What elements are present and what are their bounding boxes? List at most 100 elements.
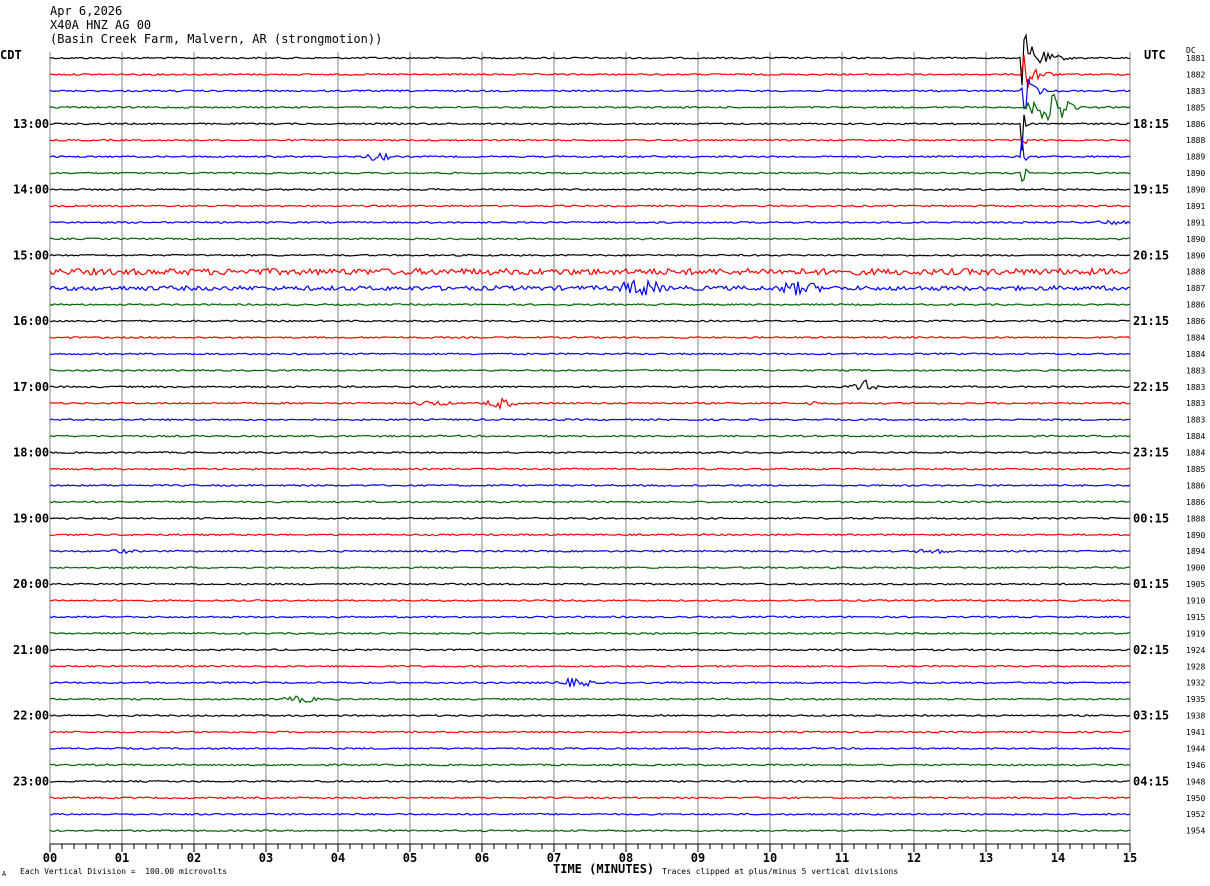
trace-black bbox=[49, 379, 1131, 391]
x-tick-label: 06 bbox=[475, 851, 489, 865]
trace-blue bbox=[49, 352, 1131, 356]
right-hour-label: 02:15 bbox=[1133, 643, 1169, 657]
dc-value: 1884 bbox=[1186, 350, 1205, 359]
trace-black bbox=[49, 582, 1131, 586]
dc-value: 1910 bbox=[1186, 597, 1205, 606]
x-tick-label: 05 bbox=[403, 851, 417, 865]
x-tick-label: 07 bbox=[547, 851, 561, 865]
right-hour-label: 23:15 bbox=[1133, 446, 1169, 460]
dc-value: 1890 bbox=[1186, 251, 1205, 260]
dc-value: 1886 bbox=[1186, 498, 1205, 507]
left-timezone-label: CDT bbox=[0, 48, 22, 62]
corner-mark: A bbox=[2, 870, 7, 878]
dc-value: 1887 bbox=[1186, 284, 1205, 293]
trace-green bbox=[49, 829, 1131, 833]
dc-value: 1886 bbox=[1186, 481, 1205, 490]
trace-black bbox=[49, 253, 1131, 257]
dc-value: 1919 bbox=[1186, 629, 1205, 638]
x-tick-label: 10 bbox=[763, 851, 777, 865]
trace-blue bbox=[49, 676, 1131, 688]
trace-green bbox=[49, 434, 1131, 438]
trace-blue bbox=[49, 483, 1131, 487]
trace-red bbox=[49, 138, 1131, 145]
left-hour-label: 23:00 bbox=[13, 774, 49, 788]
x-tick-label: 12 bbox=[907, 851, 921, 865]
trace-blue bbox=[49, 812, 1131, 816]
dc-value: 1885 bbox=[1186, 465, 1205, 474]
trace-blue bbox=[49, 746, 1131, 750]
right-hour-label: 22:15 bbox=[1133, 380, 1169, 394]
trace-blue bbox=[49, 548, 1131, 555]
left-hour-label: 20:00 bbox=[13, 577, 49, 591]
trace-red bbox=[49, 335, 1131, 340]
trace-green bbox=[49, 566, 1131, 570]
dc-value: 1928 bbox=[1186, 662, 1205, 671]
trace-black bbox=[49, 319, 1131, 323]
x-tick-label: 13 bbox=[979, 851, 993, 865]
trace-green bbox=[49, 631, 1131, 635]
right-hour-label: 18:15 bbox=[1133, 117, 1169, 131]
right-hour-label: 01:15 bbox=[1133, 577, 1169, 591]
trace-black bbox=[49, 516, 1131, 520]
dc-value: 1938 bbox=[1186, 712, 1205, 721]
clip-note: Traces clipped at plus/minus 5 vertical … bbox=[662, 867, 899, 876]
dc-value: 1888 bbox=[1186, 514, 1205, 523]
left-hour-label: 14:00 bbox=[13, 183, 49, 197]
header-date: Apr 6,2026 bbox=[50, 4, 123, 18]
trace-black bbox=[49, 187, 1131, 192]
dc-value: 1948 bbox=[1186, 777, 1205, 786]
left-hour-label: 16:00 bbox=[13, 314, 49, 328]
dc-value: 1891 bbox=[1186, 202, 1205, 211]
trace-black bbox=[49, 714, 1131, 718]
x-tick-label: 11 bbox=[835, 851, 849, 865]
x-tick-label: 15 bbox=[1123, 851, 1137, 865]
trace-black bbox=[49, 114, 1131, 151]
dc-value: 1894 bbox=[1186, 547, 1205, 556]
dc-value: 1890 bbox=[1186, 169, 1205, 178]
left-hour-label: 13:00 bbox=[13, 117, 49, 131]
x-tick-label: 03 bbox=[259, 851, 273, 865]
dc-value: 1886 bbox=[1186, 317, 1205, 326]
trace-red bbox=[49, 397, 1131, 411]
dc-value: 1886 bbox=[1186, 301, 1205, 310]
left-hour-label: 17:00 bbox=[13, 380, 49, 394]
trace-green bbox=[49, 500, 1130, 504]
dc-value: 1884 bbox=[1186, 432, 1205, 441]
trace-blue bbox=[49, 78, 1131, 110]
trace-black bbox=[49, 779, 1130, 783]
dc-value: 1883 bbox=[1186, 366, 1205, 375]
trace-red bbox=[49, 266, 1131, 277]
x-tick-label: 09 bbox=[691, 851, 705, 865]
trace-red bbox=[49, 204, 1130, 208]
dc-value: 1890 bbox=[1186, 531, 1205, 540]
left-hour-label: 18:00 bbox=[13, 446, 49, 460]
dc-value: 1888 bbox=[1186, 268, 1205, 277]
left-hour-label: 21:00 bbox=[13, 643, 49, 657]
right-hour-label: 00:15 bbox=[1133, 511, 1169, 525]
dc-value: 1924 bbox=[1186, 646, 1205, 655]
dc-value: 1883 bbox=[1186, 87, 1205, 96]
trace-red bbox=[49, 467, 1130, 471]
dc-value: 1881 bbox=[1186, 54, 1205, 63]
trace-black bbox=[49, 451, 1131, 455]
trace-green bbox=[49, 168, 1131, 183]
right-hour-label: 04:15 bbox=[1133, 774, 1169, 788]
scale-note: Each Vertical Division = 100.00 microvol… bbox=[20, 867, 228, 876]
header-station: X40A HNZ AG 00 bbox=[50, 18, 152, 32]
dc-value: 1883 bbox=[1186, 399, 1205, 408]
trace-blue bbox=[49, 615, 1131, 619]
dc-value: 1915 bbox=[1186, 613, 1205, 622]
trace-green bbox=[49, 93, 1131, 122]
dc-value: 1952 bbox=[1186, 810, 1205, 819]
dc-value: 1932 bbox=[1186, 679, 1205, 688]
dc-value: 1944 bbox=[1186, 744, 1205, 753]
header-location: (Basin Creek Farm, Malvern, AR (strongmo… bbox=[50, 32, 383, 46]
dc-value: 1946 bbox=[1186, 761, 1205, 770]
dc-value: 1884 bbox=[1186, 449, 1205, 458]
dc-value: 1884 bbox=[1186, 333, 1205, 342]
trace-blue bbox=[49, 137, 1131, 162]
right-hour-label: 21:15 bbox=[1133, 314, 1169, 328]
trace-red bbox=[49, 730, 1131, 734]
x-axis-title: TIME (MINUTES) bbox=[553, 862, 655, 876]
